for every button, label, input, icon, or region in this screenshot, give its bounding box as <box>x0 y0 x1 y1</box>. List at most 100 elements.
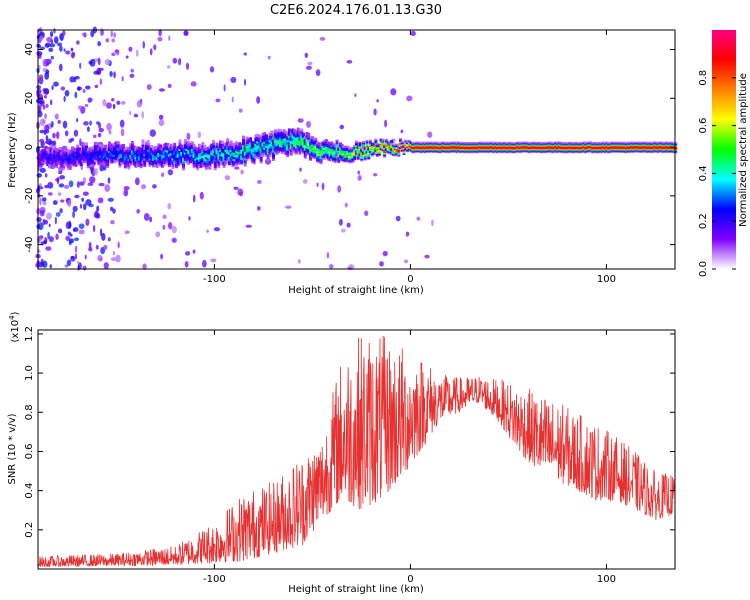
spectrogram-cell <box>623 142 627 145</box>
spectrogram-cell <box>259 145 263 149</box>
spectrogram-cell <box>226 148 230 152</box>
spectrogram-cell <box>499 151 503 154</box>
spectrogram-cell <box>118 162 122 166</box>
spectrogram-cell <box>132 154 136 158</box>
spectrogram-cell <box>289 150 293 154</box>
spectrogram-cell <box>279 131 283 135</box>
spectrogram-cell <box>541 147 545 150</box>
spectrogram-cell <box>39 163 43 167</box>
spectrogram-cell <box>400 146 404 149</box>
spectrogram-cell <box>164 155 168 159</box>
spectrogram-cell <box>557 145 561 147</box>
spectrogram-cell <box>319 144 323 147</box>
spectrogram-cell <box>97 149 101 153</box>
spectrogram-cell <box>467 146 471 148</box>
spectrogram-cell <box>293 141 297 146</box>
spectrogram-cell <box>624 144 628 147</box>
spectrogram-cell <box>424 254 430 259</box>
spectrogram-cell <box>134 147 138 151</box>
spectrogram-cell <box>130 157 134 162</box>
spectrogram-cell <box>624 147 628 150</box>
spectrogram-cell <box>540 147 544 149</box>
spectrogram-cell <box>374 146 378 149</box>
spectrogram-cell <box>289 152 293 156</box>
spectrogram-cell <box>473 142 477 145</box>
spectrogram-cell <box>531 145 535 148</box>
spectrogram-cell <box>631 141 635 144</box>
spectrogram-cell <box>582 146 586 149</box>
spectrogram-cell <box>273 148 277 152</box>
spectrogram-cell <box>302 140 305 144</box>
spectrogram-cell <box>508 145 512 148</box>
spectrogram-cell <box>190 81 197 87</box>
spectrogram-cell <box>125 153 129 157</box>
spectrogram-cell <box>531 144 535 147</box>
spectrogram-cell <box>610 147 614 150</box>
spectrogram-cell <box>109 151 113 155</box>
spectrogram-cell <box>95 148 99 152</box>
spectrogram-cell <box>167 153 171 157</box>
spectrogram-cell <box>515 144 519 146</box>
spectrogram-cell <box>400 129 404 134</box>
spectrogram-cell <box>547 147 551 150</box>
spectrogram-cell <box>407 142 411 145</box>
spectrogram-cell <box>577 143 581 146</box>
spectrogram-cell <box>102 155 106 159</box>
spectrogram-cell <box>413 145 417 147</box>
spectrogram-cell <box>243 163 247 167</box>
spectrogram-cell <box>45 246 52 251</box>
spectrogram-cell <box>467 146 471 149</box>
spectrogram-cell <box>44 173 48 178</box>
spectrogram-cell <box>444 142 448 145</box>
spectrogram-cell <box>270 149 274 153</box>
spectrogram-cell <box>277 135 281 139</box>
spectrogram-cell <box>645 142 649 145</box>
spectrogram-cell <box>236 142 240 146</box>
spectrogram-cell <box>663 145 667 147</box>
spectrogram-cell <box>536 142 540 145</box>
spectrogram-cell <box>86 148 90 152</box>
spectrogram-cell <box>233 143 237 147</box>
spectrogram-cell <box>390 140 394 142</box>
spectrogram-cell <box>490 144 494 147</box>
spectrogram-cell <box>111 155 115 159</box>
spectrogram-cell <box>384 142 388 145</box>
spectrogram-cell <box>187 153 191 157</box>
y-tick-label: 0 <box>24 144 35 150</box>
spectrogram-cell <box>268 151 272 155</box>
spectrogram-cell <box>226 157 230 161</box>
spectrogram-cell <box>339 143 343 147</box>
spectrogram-cell <box>307 144 311 148</box>
spectrogram-cell <box>397 146 401 149</box>
spectrogram-cell <box>661 148 665 150</box>
spectrogram-cell <box>386 146 390 149</box>
spectrogram-cell <box>120 146 124 150</box>
spectrogram-cell <box>210 145 214 149</box>
spectrogram-cell <box>518 149 522 151</box>
y-tick-label: 0.8 <box>24 404 35 420</box>
spectrogram-cell <box>171 237 177 243</box>
spectrogram-cell <box>132 160 136 164</box>
spectrogram-cell <box>645 145 649 147</box>
spectrogram-cell <box>300 138 304 142</box>
spectrogram-cell <box>121 75 124 82</box>
colorbar-tick-label: 0.2 <box>698 213 709 229</box>
spectrogram-cell <box>74 245 78 253</box>
spectrogram-cell <box>644 149 648 152</box>
spectrogram-cell <box>439 143 443 146</box>
spectrogram-cell <box>540 143 544 146</box>
spectrogram-cell <box>633 143 637 146</box>
spectrogram-cell <box>340 155 344 159</box>
spectrogram-cell <box>658 148 662 151</box>
spectrogram-cell <box>653 142 656 145</box>
spectrogram-cell <box>399 145 402 148</box>
spectrogram-cell <box>658 144 662 147</box>
spectrogram-cell <box>192 154 196 158</box>
spectrogram-cell <box>487 146 491 149</box>
spectrogram-cell <box>543 142 547 144</box>
spectrogram-cell <box>122 146 126 150</box>
spectrogram-cell <box>409 143 413 145</box>
spectrogram-cell <box>644 151 648 153</box>
spectrogram-cell <box>578 147 582 150</box>
